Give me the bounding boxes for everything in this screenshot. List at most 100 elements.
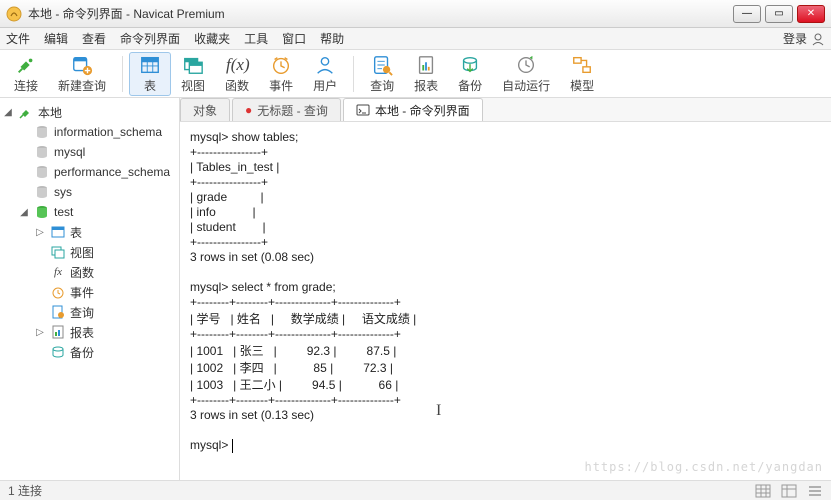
menu-bar: 文件 编辑 查看 命令列界面 收藏夹 工具 窗口 帮助 登录	[0, 28, 831, 50]
tab-untitled-query[interactable]: ●无标题 - 查询	[232, 98, 341, 121]
node-label: 函数	[70, 264, 94, 281]
database-icon	[34, 144, 50, 160]
menu-help[interactable]: 帮助	[320, 30, 344, 47]
user-icon	[811, 32, 825, 46]
connect-label: 连接	[14, 77, 38, 94]
function-button[interactable]: f(x) 函数	[215, 52, 259, 96]
tree-db-sys[interactable]: sys	[0, 182, 179, 202]
table-button[interactable]: 表	[129, 52, 171, 96]
view-label: 视图	[181, 77, 205, 94]
model-icon	[571, 54, 593, 76]
detail-mode-icon[interactable]	[781, 484, 797, 498]
function-label: 函数	[225, 77, 249, 94]
node-label: 表	[70, 224, 82, 241]
db-label: mysql	[54, 145, 85, 159]
backup-label: 备份	[458, 77, 482, 94]
view-icon	[50, 244, 66, 260]
maximize-button[interactable]: ▭	[765, 5, 793, 23]
toolbar: 连接 新建查询 表 视图 f(x) 函数 事件 用户 查询 报表 备份 自动运行	[0, 50, 831, 98]
db-label: sys	[54, 185, 72, 199]
watermark-text: https://blog.csdn.net/yangdan	[584, 460, 823, 474]
backup-icon	[459, 54, 481, 76]
menu-view[interactable]: 查看	[82, 30, 106, 47]
autorun-button[interactable]: 自动运行	[492, 52, 560, 96]
database-icon	[34, 164, 50, 180]
tree-views[interactable]: 视图	[0, 242, 179, 262]
menu-file[interactable]: 文件	[6, 30, 30, 47]
report-icon	[50, 324, 66, 340]
table-icon	[139, 54, 161, 76]
console-output[interactable]: mysql> show tables; +----------------+ |…	[180, 122, 831, 480]
tree-reports[interactable]: ▷ 报表	[0, 322, 179, 342]
tree-db-info-schema[interactable]: information_schema	[0, 122, 179, 142]
model-button[interactable]: 模型	[560, 52, 604, 96]
login-label: 登录	[783, 30, 807, 47]
clock-icon	[50, 284, 66, 300]
menu-window[interactable]: 窗口	[282, 30, 306, 47]
node-label: 备份	[70, 344, 94, 361]
tree-functions[interactable]: fx函数	[0, 262, 179, 282]
content-area: 对象 ●无标题 - 查询 本地 - 命令列界面 mysql> show tabl…	[180, 98, 831, 480]
ibeam-cursor-icon: I	[436, 402, 441, 420]
new-query-label: 新建查询	[58, 77, 106, 94]
tree-db-perf-schema[interactable]: performance_schema	[0, 162, 179, 182]
table-icon	[50, 224, 66, 240]
connect-button[interactable]: 连接	[4, 52, 48, 96]
unsaved-dot-icon: ●	[245, 103, 252, 117]
report-button[interactable]: 报表	[404, 52, 448, 96]
grid-mode-icon[interactable]	[755, 484, 771, 498]
expand-icon[interactable]: ◢	[2, 107, 14, 118]
window-title: 本地 - 命令列界面 - Navicat Premium	[28, 5, 733, 22]
plug-icon	[15, 54, 37, 76]
tree-db-test[interactable]: ◢test	[0, 202, 179, 222]
node-label: 报表	[70, 324, 94, 341]
console-text: mysql> show tables; +----------------+ |…	[190, 130, 416, 452]
view-button[interactable]: 视图	[171, 52, 215, 96]
expand-icon[interactable]: ▷	[34, 327, 46, 338]
tab-console[interactable]: 本地 - 命令列界面	[343, 98, 483, 121]
tree-events[interactable]: 事件	[0, 282, 179, 302]
minimize-button[interactable]: —	[733, 5, 761, 23]
query-button[interactable]: 查询	[360, 52, 404, 96]
new-query-button[interactable]: 新建查询	[48, 52, 116, 96]
event-button[interactable]: 事件	[259, 52, 303, 96]
text-cursor	[232, 439, 233, 453]
user-button[interactable]: 用户	[303, 52, 347, 96]
connection-tree: ◢ 本地 information_schema mysql performanc…	[0, 98, 180, 480]
report-icon	[415, 54, 437, 76]
new-query-icon	[71, 54, 93, 76]
status-connections: 1 连接	[8, 482, 42, 499]
console-icon	[356, 103, 370, 117]
backup-button[interactable]: 备份	[448, 52, 492, 96]
tree-connection[interactable]: ◢ 本地	[0, 102, 179, 122]
expand-icon[interactable]: ▷	[34, 227, 46, 238]
query-label: 查询	[370, 77, 394, 94]
tree-db-mysql[interactable]: mysql	[0, 142, 179, 162]
close-button[interactable]: ✕	[797, 5, 825, 23]
db-label: information_schema	[54, 125, 162, 139]
main-area: ◢ 本地 information_schema mysql performanc…	[0, 98, 831, 480]
tab-strip: 对象 ●无标题 - 查询 本地 - 命令列界面	[180, 98, 831, 122]
menu-favorites[interactable]: 收藏夹	[194, 30, 230, 47]
tree-tables[interactable]: ▷表	[0, 222, 179, 242]
tab-objects[interactable]: 对象	[180, 98, 230, 121]
database-icon	[34, 124, 50, 140]
status-bar: 1 连接	[0, 480, 831, 500]
tab-label: 本地 - 命令列界面	[375, 102, 470, 119]
fx-icon: fx	[50, 264, 66, 280]
menu-tools[interactable]: 工具	[244, 30, 268, 47]
query-icon	[50, 304, 66, 320]
login-button[interactable]: 登录	[783, 30, 825, 47]
user-icon	[314, 54, 336, 76]
tree-backups[interactable]: 备份	[0, 342, 179, 362]
fx-icon: f(x)	[226, 54, 248, 76]
menu-console[interactable]: 命令列界面	[120, 30, 180, 47]
clock-icon	[270, 54, 292, 76]
menu-edit[interactable]: 编辑	[44, 30, 68, 47]
list-mode-icon[interactable]	[807, 484, 823, 498]
tree-queries[interactable]: 查询	[0, 302, 179, 322]
app-icon	[6, 6, 22, 22]
autorun-label: 自动运行	[502, 77, 550, 94]
expand-icon[interactable]: ◢	[18, 207, 30, 218]
title-bar: 本地 - 命令列界面 - Navicat Premium — ▭ ✕	[0, 0, 831, 28]
